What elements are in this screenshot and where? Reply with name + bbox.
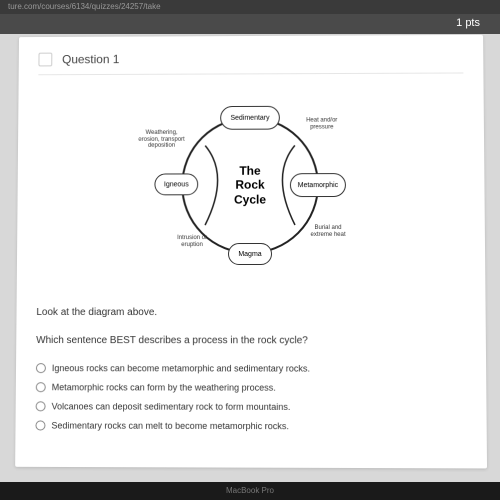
center-line1: The xyxy=(234,164,266,178)
content-area: Question 1 The Rock Cycle xyxy=(0,34,500,482)
choice-label: Volcanoes can deposit sedimentary rock t… xyxy=(52,401,291,412)
question-header: Question 1 xyxy=(38,51,463,76)
node-sedimentary: Sedimentary xyxy=(220,106,280,130)
rock-cycle-diagram: The Rock Cycle Sedimentary Metamorphic M… xyxy=(130,86,370,285)
question-title: Question 1 xyxy=(62,52,119,66)
choice-row[interactable]: Sedimentary rocks can melt to become met… xyxy=(35,420,466,431)
label-intrusion: Intrusion oreruption xyxy=(168,235,216,248)
expand-icon[interactable] xyxy=(38,53,52,67)
center-line2: Rock xyxy=(234,178,266,192)
device-footer: MacBook Pro xyxy=(0,482,500,500)
label-weathering: Weathering,erosion, transportdeposition xyxy=(133,130,191,150)
radio-icon[interactable] xyxy=(36,363,46,373)
label-burial: Burial andextreme heat xyxy=(302,225,354,238)
diagram-center: The Rock Cycle xyxy=(234,164,266,207)
choice-label: Sedimentary rocks can melt to become met… xyxy=(51,420,288,431)
choices-list: Igneous rocks can become metamorphic and… xyxy=(35,363,466,432)
choice-row[interactable]: Metamorphic rocks can form by the weathe… xyxy=(36,382,466,393)
radio-icon[interactable] xyxy=(36,382,46,392)
browser-url-bar: ture.com/courses/6134/quizzes/24257/take xyxy=(0,0,500,14)
node-magma: Magma xyxy=(228,243,272,265)
radio-icon[interactable] xyxy=(35,420,45,430)
node-igneous: Igneous xyxy=(154,173,198,195)
body-line2: Which sentence BEST describes a process … xyxy=(36,333,466,350)
diagram-area: The Rock Cycle Sedimentary Metamorphic M… xyxy=(37,85,466,285)
question-card: Question 1 The Rock Cycle xyxy=(15,35,487,469)
choice-row[interactable]: Igneous rocks can become metamorphic and… xyxy=(36,363,466,374)
center-line3: Cycle xyxy=(234,192,266,206)
choice-row[interactable]: Volcanoes can deposit sedimentary rock t… xyxy=(36,401,467,412)
node-metamorphic: Metamorphic xyxy=(290,173,346,197)
question-body: Look at the diagram above. Which sentenc… xyxy=(36,305,466,350)
body-line1: Look at the diagram above. xyxy=(36,305,465,321)
points-label: 1 pts xyxy=(456,17,480,29)
device-label: MacBook Pro xyxy=(226,486,274,495)
url-text: ture.com/courses/6134/quizzes/24257/take xyxy=(8,2,161,11)
radio-icon[interactable] xyxy=(36,401,46,411)
label-heat-pressure: Heat and/orpressure xyxy=(296,117,348,130)
points-bar: 1 pts xyxy=(0,14,500,34)
choice-label: Igneous rocks can become metamorphic and… xyxy=(52,363,310,373)
choice-label: Metamorphic rocks can form by the weathe… xyxy=(52,382,276,393)
